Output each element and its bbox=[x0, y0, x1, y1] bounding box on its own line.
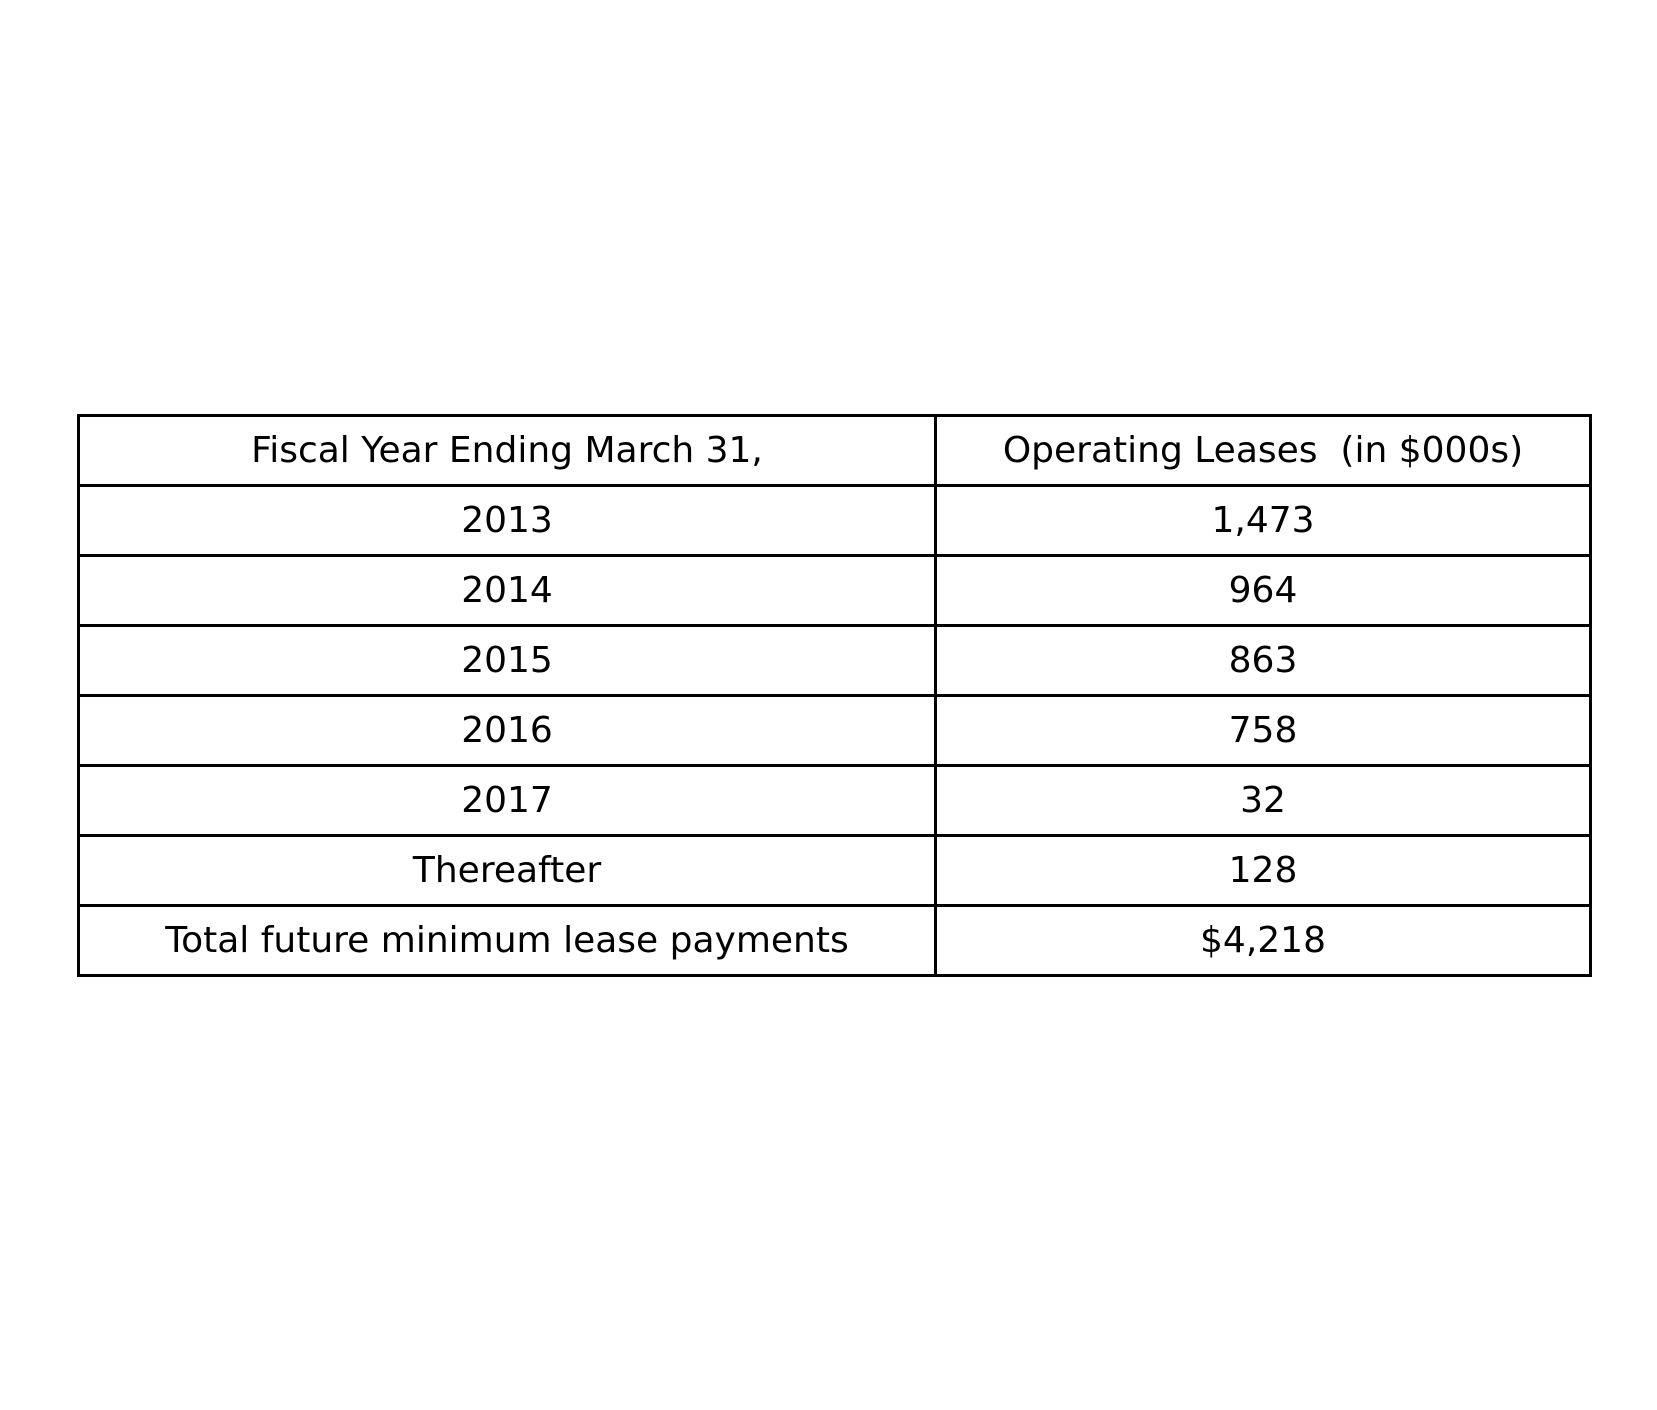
row-amount-cell: 128 bbox=[934, 834, 1592, 907]
table-row: 2014 964 bbox=[77, 554, 1592, 627]
row-year-cell: 2016 bbox=[77, 694, 937, 767]
table-row-total: Total future minimum lease payments $4,2… bbox=[77, 904, 1592, 977]
row-year-cell: 2015 bbox=[77, 624, 937, 697]
row-amount-cell: 964 bbox=[934, 554, 1592, 627]
total-label-cell: Total future minimum lease payments bbox=[77, 904, 937, 977]
total-amount-cell: $4,218 bbox=[934, 904, 1592, 977]
table-row: 2013 1,473 bbox=[77, 484, 1592, 557]
table-header-row: Fiscal Year Ending March 31, Operating L… bbox=[77, 414, 1592, 487]
row-amount-cell: 1,473 bbox=[934, 484, 1592, 557]
table-row: 2015 863 bbox=[77, 624, 1592, 697]
row-year-cell: 2013 bbox=[77, 484, 937, 557]
header-fiscal-year: Fiscal Year Ending March 31, bbox=[77, 414, 937, 487]
header-operating-leases: Operating Leases (in $000s) bbox=[934, 414, 1592, 487]
table-row: 2017 32 bbox=[77, 764, 1592, 837]
row-year-cell: 2017 bbox=[77, 764, 937, 837]
row-amount-cell: 758 bbox=[934, 694, 1592, 767]
table-row: Thereafter 128 bbox=[77, 834, 1592, 907]
table-row: 2016 758 bbox=[77, 694, 1592, 767]
row-amount-cell: 32 bbox=[934, 764, 1592, 837]
row-year-cell: Thereafter bbox=[77, 834, 937, 907]
row-year-cell: 2014 bbox=[77, 554, 937, 627]
row-amount-cell: 863 bbox=[934, 624, 1592, 697]
operating-leases-table: Fiscal Year Ending March 31, Operating L… bbox=[77, 414, 1592, 977]
